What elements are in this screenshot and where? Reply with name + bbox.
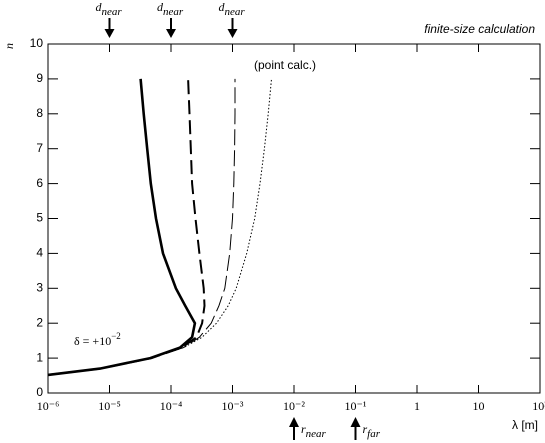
arrow-head	[350, 417, 361, 427]
arrow-head	[104, 29, 115, 38]
arrow-head	[166, 29, 176, 38]
arrow-head	[227, 29, 238, 38]
x-tick-label: 10⁻⁵	[98, 399, 121, 413]
x-tick-label: 10⁻³	[222, 399, 244, 413]
x-tick-label: 10⁻⁶	[37, 399, 60, 413]
arrow-label: dnear	[219, 0, 246, 18]
curve	[47, 78, 206, 376]
y-tick-label: 4	[36, 246, 43, 260]
arrow-label-sub: near	[163, 6, 184, 18]
arrow-label: rnear	[301, 422, 327, 440]
x-tick-label: 10⁻¹	[345, 399, 367, 413]
curve	[47, 78, 236, 376]
x-tick-label: 10⁻²	[283, 399, 305, 413]
delta-sup: −2	[111, 331, 121, 341]
y-axis-label: n	[2, 43, 16, 49]
arrow-label: rfar	[363, 422, 381, 440]
y-tick-label: 8	[36, 106, 43, 120]
arrow-label-sub: near	[225, 6, 246, 18]
arrow-label-sub: near	[306, 428, 327, 440]
y-tick-label: 7	[36, 141, 43, 155]
arrow-label: dnear	[157, 0, 184, 18]
y-tick-label: 6	[36, 176, 43, 190]
arrow-label-sub: far	[367, 428, 381, 440]
x-tick-label: 10²	[532, 399, 545, 413]
point-label: (point calc.)	[254, 58, 316, 72]
arrow-label-sub: near	[102, 6, 123, 18]
x-axis-label: λ [m]	[512, 418, 538, 432]
arrow-label-main: r	[363, 422, 368, 436]
chart-title: finite-size calculation	[424, 22, 535, 36]
y-tick-label: 2	[36, 315, 43, 329]
curve	[47, 78, 197, 377]
delta-label: δ = +10−2	[74, 331, 121, 348]
y-tick-label: 0	[36, 385, 43, 399]
curve	[47, 78, 272, 376]
plot-frame	[47, 43, 541, 394]
arrow-head	[289, 417, 299, 427]
y-tick-label: 9	[36, 71, 43, 85]
y-tick-label: 5	[36, 211, 43, 225]
x-tick-label: 1	[414, 399, 420, 413]
x-tick-label: 10	[473, 399, 485, 413]
y-tick-label: 1	[36, 350, 43, 364]
delta-text: δ = +10	[74, 334, 111, 348]
arrow-label: dnear	[96, 0, 123, 18]
x-tick-label: 10⁻⁴	[160, 399, 183, 413]
arrow-label-main: d	[157, 0, 164, 14]
arrow-label-main: d	[219, 0, 226, 14]
arrow-label-main: r	[301, 422, 306, 436]
y-tick-label: 10	[30, 36, 44, 50]
arrow-label-main: d	[96, 0, 103, 14]
y-tick-label: 3	[36, 280, 43, 294]
